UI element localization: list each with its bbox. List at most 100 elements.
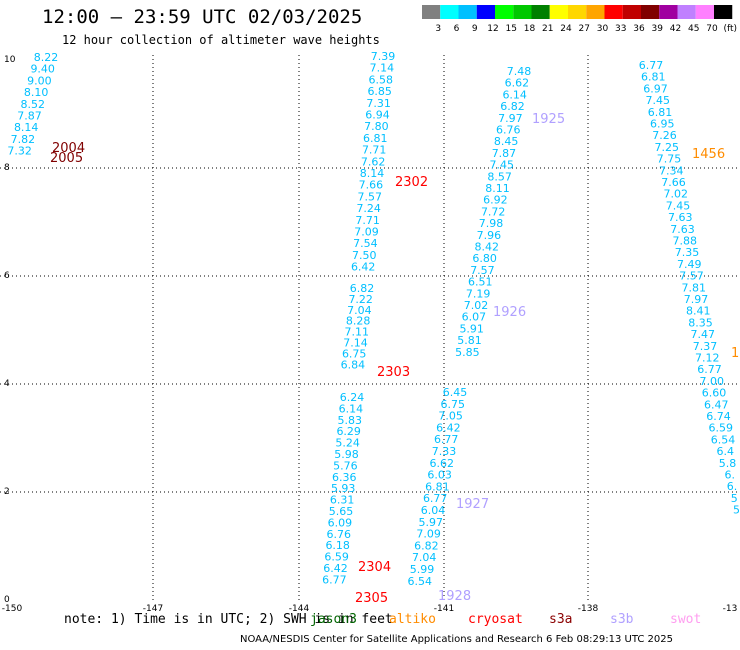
wave-height-label: 7.31 — [366, 97, 391, 110]
wave-height-label: 7.97 — [684, 293, 709, 306]
wave-height-label: 5.76 — [333, 459, 358, 472]
wave-height-label: 5 — [733, 504, 740, 517]
wave-height-label: 7.45 — [646, 94, 671, 107]
grid-lines — [0, 55, 740, 600]
wave-height-label: 7.45 — [666, 199, 691, 212]
wave-height-label: 7.82 — [11, 133, 36, 146]
pass-id-label: 1925 — [532, 112, 565, 127]
wave-height-label: 7.04 — [347, 304, 372, 317]
colorbar-swatch — [568, 5, 587, 19]
wave-height-label: 6.09 — [328, 516, 353, 529]
colorbar-label: 36 — [633, 24, 645, 34]
colorbar-swatch — [641, 5, 660, 19]
wave-height-label: 6.80 — [472, 252, 497, 265]
wave-height-label: 6.47 — [704, 398, 729, 411]
wave-height-label: 6.82 — [414, 539, 439, 552]
wave-height-label: 7.50 — [352, 249, 377, 262]
colorbar-label: 45 — [688, 24, 699, 34]
y-tick-label: 10 — [4, 55, 16, 65]
map-title: 12:00 – 23:59 UTC 02/03/2025 — [42, 6, 363, 28]
legend-altika: altiko — [389, 612, 436, 627]
track-2303: 6.827.227.048.287.117.146.756.84 2303 — [341, 282, 410, 380]
wave-height-label: 5.91 — [459, 322, 484, 335]
wave-height-label: 7.63 — [670, 223, 695, 236]
pass-id-label: 2305 — [355, 591, 388, 606]
wave-height-label: 7.62 — [361, 155, 386, 168]
wave-height-label: 7.71 — [355, 214, 380, 227]
wave-height-label: 5.93 — [331, 482, 356, 495]
colorbar-label: 30 — [597, 24, 609, 34]
wave-height-label: 7.19 — [466, 287, 491, 300]
wave-height-label: 5.83 — [338, 414, 363, 427]
x-tick-label: -150 — [2, 604, 23, 614]
wave-height-label: 6.51 — [468, 276, 493, 289]
wave-height-label: 7.05 — [438, 410, 463, 423]
wave-height-label: 8.28 — [346, 315, 371, 328]
track-2302: 7.397.146.586.857.316.947.806.817.717.62… — [351, 50, 428, 274]
wave-height-label: 6.95 — [650, 118, 675, 131]
wave-height-label: 7.45 — [490, 159, 515, 172]
wave-height-label: 6.54 — [711, 433, 736, 446]
colorbar-label: 21 — [542, 24, 553, 34]
wave-height-label: 6.07 — [462, 311, 487, 324]
wave-height-label: 8.52 — [21, 98, 46, 111]
track-2004-2005: 8.229.409.008.108.527.878.147.827.32 2004… — [7, 51, 85, 166]
wave-height-label: 7.49 — [677, 258, 702, 271]
map-subtitle: 12 hour collection of altimeter wave hei… — [62, 33, 380, 47]
colorbar-swatch — [586, 5, 605, 19]
wave-height-label: 7.39 — [371, 50, 396, 63]
wave-height-label: 8.11 — [485, 182, 510, 195]
wave-height-label: 7.87 — [492, 147, 517, 160]
wave-height-label: 6.24 — [340, 391, 365, 404]
y-tick-label: 8 — [4, 163, 10, 173]
wave-height-label: 8.42 — [475, 241, 500, 254]
wave-height-label: 7.09 — [354, 226, 379, 239]
wave-height-label: 6.62 — [430, 457, 455, 470]
colorbar-swatch — [659, 5, 678, 19]
colorbar-label: 33 — [615, 24, 626, 34]
wave-height-label: 7.47 — [691, 328, 716, 341]
pass-id-label: 2303 — [377, 365, 410, 380]
wave-height-label: 7.26 — [652, 129, 677, 142]
y-tick-label: 0 — [4, 595, 10, 605]
wave-height-label: 6.97 — [643, 82, 668, 95]
wave-height-label: 6.29 — [336, 425, 361, 438]
wave-height-label: 7.57 — [470, 264, 495, 277]
colorbar-label: 15 — [506, 24, 517, 34]
wave-height-label: 6.77 — [697, 363, 722, 376]
colorbar-swatch — [422, 5, 441, 19]
note-text: note: 1) Time is in UTC; 2) SWH is in fe… — [64, 612, 393, 627]
legend-swot: swot — [670, 612, 702, 627]
wave-height-label: 7.14 — [370, 62, 395, 75]
wave-height-label: 7.98 — [479, 217, 504, 230]
footer-credit: NOAA/NESDIS Center for Satellite Applica… — [240, 634, 673, 645]
wave-height-label: 6.75 — [441, 398, 466, 411]
wave-height-label: 6.85 — [367, 85, 392, 98]
colorbar-swatch — [622, 5, 641, 19]
axis-tick-labels: -150 -147 -144 -141 -138 -13 0 2 4 6 8 10 — [2, 55, 738, 614]
wave-height-label: 7.37 — [693, 340, 718, 353]
colorbar-label: 3 — [435, 24, 441, 34]
wave-height-label: 5.24 — [335, 437, 360, 450]
wave-height-label: 6.82 — [500, 100, 525, 113]
pass-id-label: 1 — [731, 346, 739, 361]
wave-height-label: 7.04 — [412, 551, 437, 564]
colorbar-label: 39 — [652, 24, 664, 34]
wave-height-label: 7.48 — [507, 65, 532, 78]
colorbar-swatch — [604, 5, 623, 19]
wave-height-label: 6.81 — [363, 132, 388, 145]
wave-height-label: 6.04 — [421, 504, 446, 517]
wave-height-label: 6.74 — [706, 410, 731, 423]
x-tick-label: -13 — [723, 604, 738, 614]
wave-height-label: 6.76 — [327, 528, 352, 541]
wave-height-label: 8.41 — [686, 305, 711, 318]
wave-height-label: 7.66 — [359, 179, 384, 192]
wave-height-label: 5.8 — [719, 457, 737, 470]
wave-height-label: 5.97 — [419, 516, 444, 529]
wave-height-tracks: 8.229.409.008.108.527.878.147.827.32 2004… — [7, 50, 740, 606]
wave-height-label: 6.58 — [369, 73, 394, 86]
wave-height-label: 7.24 — [356, 202, 381, 215]
pass-id-label: 2005 — [50, 151, 83, 166]
wave-height-label: 6.54 — [408, 575, 433, 588]
